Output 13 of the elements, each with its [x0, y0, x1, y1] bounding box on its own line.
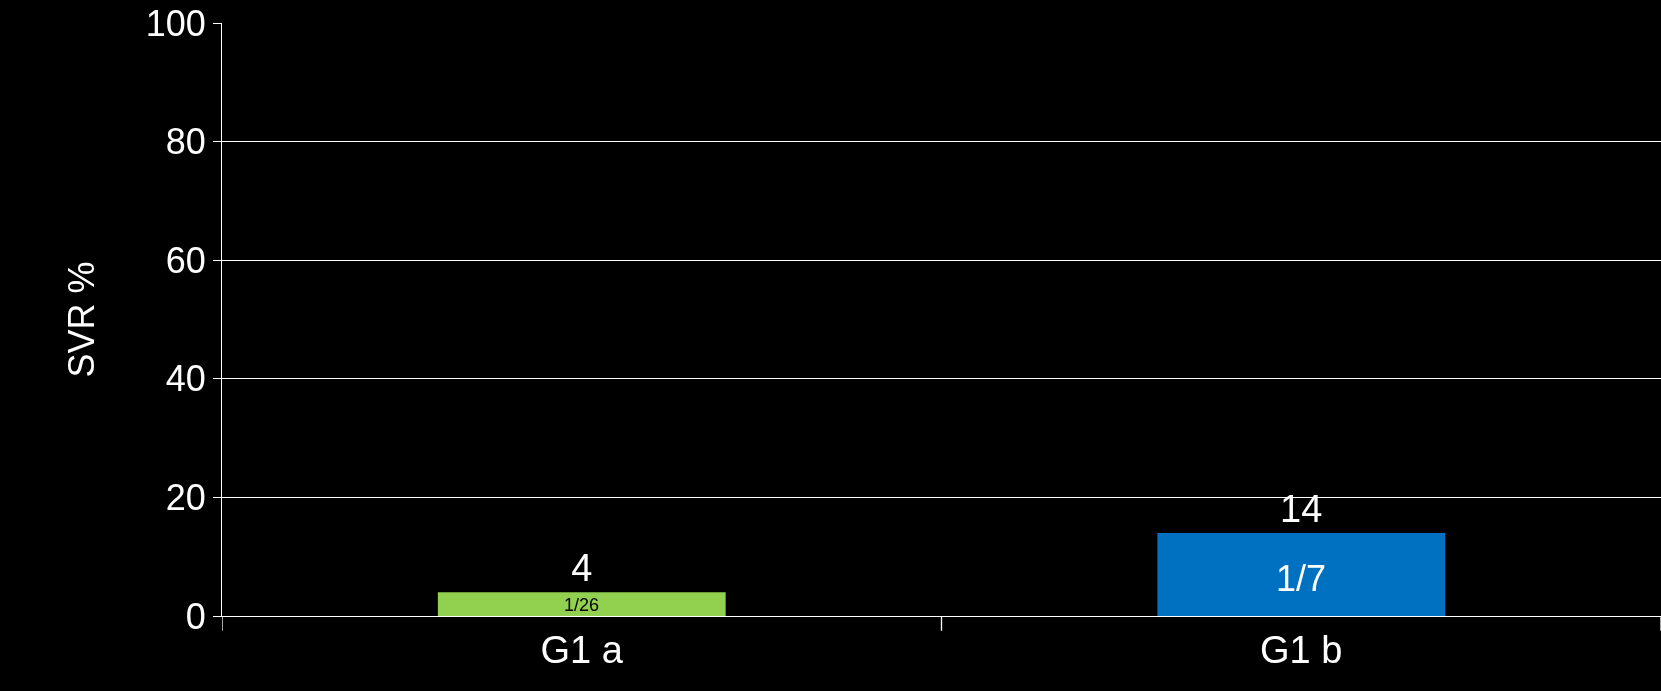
x-tick-label: G1 b	[1260, 628, 1343, 671]
data-label: 14	[1280, 487, 1323, 530]
annotation: 1/26	[564, 595, 600, 615]
y-tick-label: 60	[165, 239, 206, 281]
y-tick-label: 80	[165, 121, 206, 163]
y-axis-title: SVR %	[60, 261, 102, 378]
y-tick-label: 40	[165, 358, 206, 400]
x-tick-label: G1 a	[540, 628, 624, 671]
annotation: 1/7	[1276, 558, 1327, 599]
y-tick-label: 100	[145, 2, 206, 44]
y-tick-label: 20	[165, 477, 206, 518]
data-label: 4	[571, 547, 593, 590]
y-tick-label: 0	[185, 595, 206, 637]
